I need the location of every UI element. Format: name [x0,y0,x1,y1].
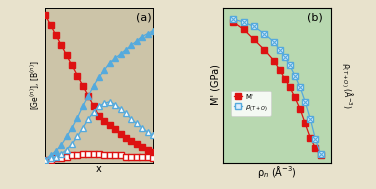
Legend: M', $\rho_{(T+O)}$: M', $\rho_{(T+O)}$ [231,91,271,116]
Y-axis label: [Ge$^{(n)}$], [B$^{(n)}$]: [Ge$^{(n)}$], [B$^{(n)}$] [29,60,42,110]
Y-axis label: ρ$_{(T+O)}$ (Å$^{-3}$): ρ$_{(T+O)}$ (Å$^{-3}$) [339,62,355,108]
Text: (a): (a) [136,12,151,22]
Text: (b): (b) [307,12,323,22]
Y-axis label: M' (GPa): M' (GPa) [210,65,220,105]
X-axis label: ρ$_n$ (Å$^{-3}$): ρ$_n$ (Å$^{-3}$) [257,164,297,180]
X-axis label: x: x [96,164,102,174]
